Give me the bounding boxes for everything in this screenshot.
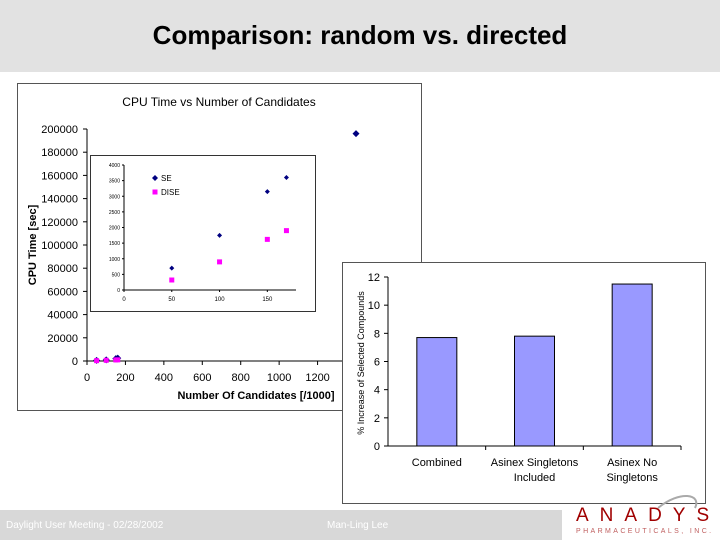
bar-2 [514, 335, 555, 447]
bar-category-label: Asinex No Singletons [606, 457, 658, 484]
logo-subtext: PHARMACEUTICALS, INC. [576, 528, 714, 535]
slide-title: Comparison: random vs. directed [152, 20, 568, 50]
bar-y-tick-label: 12 [368, 272, 380, 284]
main-y-tick-label: 0 [72, 356, 78, 368]
main-y-tick-label: 100000 [41, 240, 78, 252]
footer-author: Man-Ling Lee [327, 520, 389, 531]
logo-swoosh [657, 494, 698, 509]
main-point-series2 [115, 357, 121, 363]
main-y-tick-label: 180000 [41, 147, 78, 159]
inset-x-tick-label: 150 [262, 297, 273, 303]
inset-y-tick-label: 2000 [109, 226, 120, 232]
main-y-tick-label: 60000 [47, 286, 78, 298]
inset-legend-label-se: SE [161, 174, 172, 183]
inset-point-dise [264, 236, 270, 242]
main-point-series2 [103, 357, 109, 363]
inset-point-se [283, 175, 289, 180]
main-y-tick-label: 80000 [47, 263, 78, 275]
main-x-tick-label: 600 [193, 372, 211, 384]
inset-y-tick-label: 1500 [109, 241, 120, 247]
main-y-tick-label: 40000 [47, 310, 78, 322]
inset-y-tick-label: 0 [117, 288, 120, 294]
bar-category-label: Asinex Singletons Included [491, 457, 579, 484]
main-x-tick-label: 1200 [305, 372, 329, 384]
inset-y-tick-label: 1000 [109, 257, 120, 263]
bar-y-tick-label: 0 [374, 441, 380, 453]
footer-bar [0, 510, 562, 540]
main-x-tick-label: 800 [232, 372, 250, 384]
main-point-series1 [352, 130, 360, 138]
main-x-tick-label: 1000 [267, 372, 291, 384]
inset-x-tick-label: 50 [168, 297, 175, 303]
bar-3 [611, 283, 653, 447]
inset-chart-frame: 0 500 1000 1500 2000 2500 3000 3500 4000 0 50 100 15… [90, 155, 316, 312]
main-scatter-chart: CPU Time vs Number of Candidates02000040… [27, 95, 360, 402]
main-y-tick-label: 20000 [47, 333, 78, 345]
main-y-tick-label: 140000 [41, 194, 78, 206]
inset-x-tick-label: 0 [122, 297, 126, 303]
bar-y-tick-label: 6 [374, 357, 380, 369]
main-y-tick-label: 200000 [41, 124, 78, 136]
bar-1 [416, 337, 458, 447]
inset-legend-label-dise: DISE [161, 188, 180, 197]
title-bar [0, 0, 720, 72]
inset-y-tick-label: 3000 [109, 194, 120, 200]
inset-point-se [217, 232, 223, 238]
inset-point-dise [217, 259, 223, 265]
inset-point-dise [283, 228, 289, 234]
main-chart-title: CPU Time vs Number of Candidates [122, 95, 315, 109]
inset-y-tick-label: 2500 [109, 210, 120, 216]
bar-y-tick-label: 8 [374, 328, 380, 340]
bar-chart-frame: 0 2 4 6 8 10 12% Increase of Selected Compound… [342, 262, 706, 504]
inset-x-tick-label: 100 [215, 297, 226, 303]
bar-y-tick-label: 2 [374, 413, 380, 425]
inset-legend-marker-se [152, 175, 158, 181]
bar-y-tick-label: 10 [368, 300, 380, 312]
main-y-tick-label: 120000 [41, 217, 78, 229]
inset-y-tick-label: 4000 [109, 163, 120, 169]
logo-text: ANADYS [576, 505, 720, 526]
company-logo: ANADYS PHARMACEUTICALS, INC. [576, 494, 720, 535]
main-x-tick-label: 400 [155, 372, 173, 384]
inset-legend-marker-dise [152, 189, 158, 195]
bar-y-tick-label: 4 [374, 385, 380, 397]
main-y-axis-label: CPU Time [sec] [27, 204, 39, 285]
inset-scatter-chart: 0 500 1000 1500 2000 2500 3000 3500 4000 0 50 100 15… [109, 163, 296, 303]
inset-point-se [264, 189, 270, 195]
bar-y-axis-label: % Increase of Selected Compounds [356, 291, 366, 435]
bar-chart: 0 2 4 6 8 10 12% Increase of Selected Compound… [356, 272, 682, 484]
inset-point-se [169, 265, 175, 271]
main-y-tick-label: 160000 [41, 170, 78, 182]
main-x-axis-label: Number Of Candidates [/1000] [177, 390, 334, 402]
footer-meeting: Daylight User Meeting - 02/28/2002 [6, 520, 164, 531]
bar-category-label: Combined [412, 457, 462, 469]
main-point-series2 [94, 358, 100, 364]
inset-y-tick-label: 3500 [109, 179, 120, 185]
main-x-tick-label: 0 [84, 372, 90, 384]
main-x-tick-label: 200 [116, 372, 134, 384]
inset-y-tick-label: 500 [112, 272, 121, 278]
inset-point-dise [169, 277, 175, 283]
